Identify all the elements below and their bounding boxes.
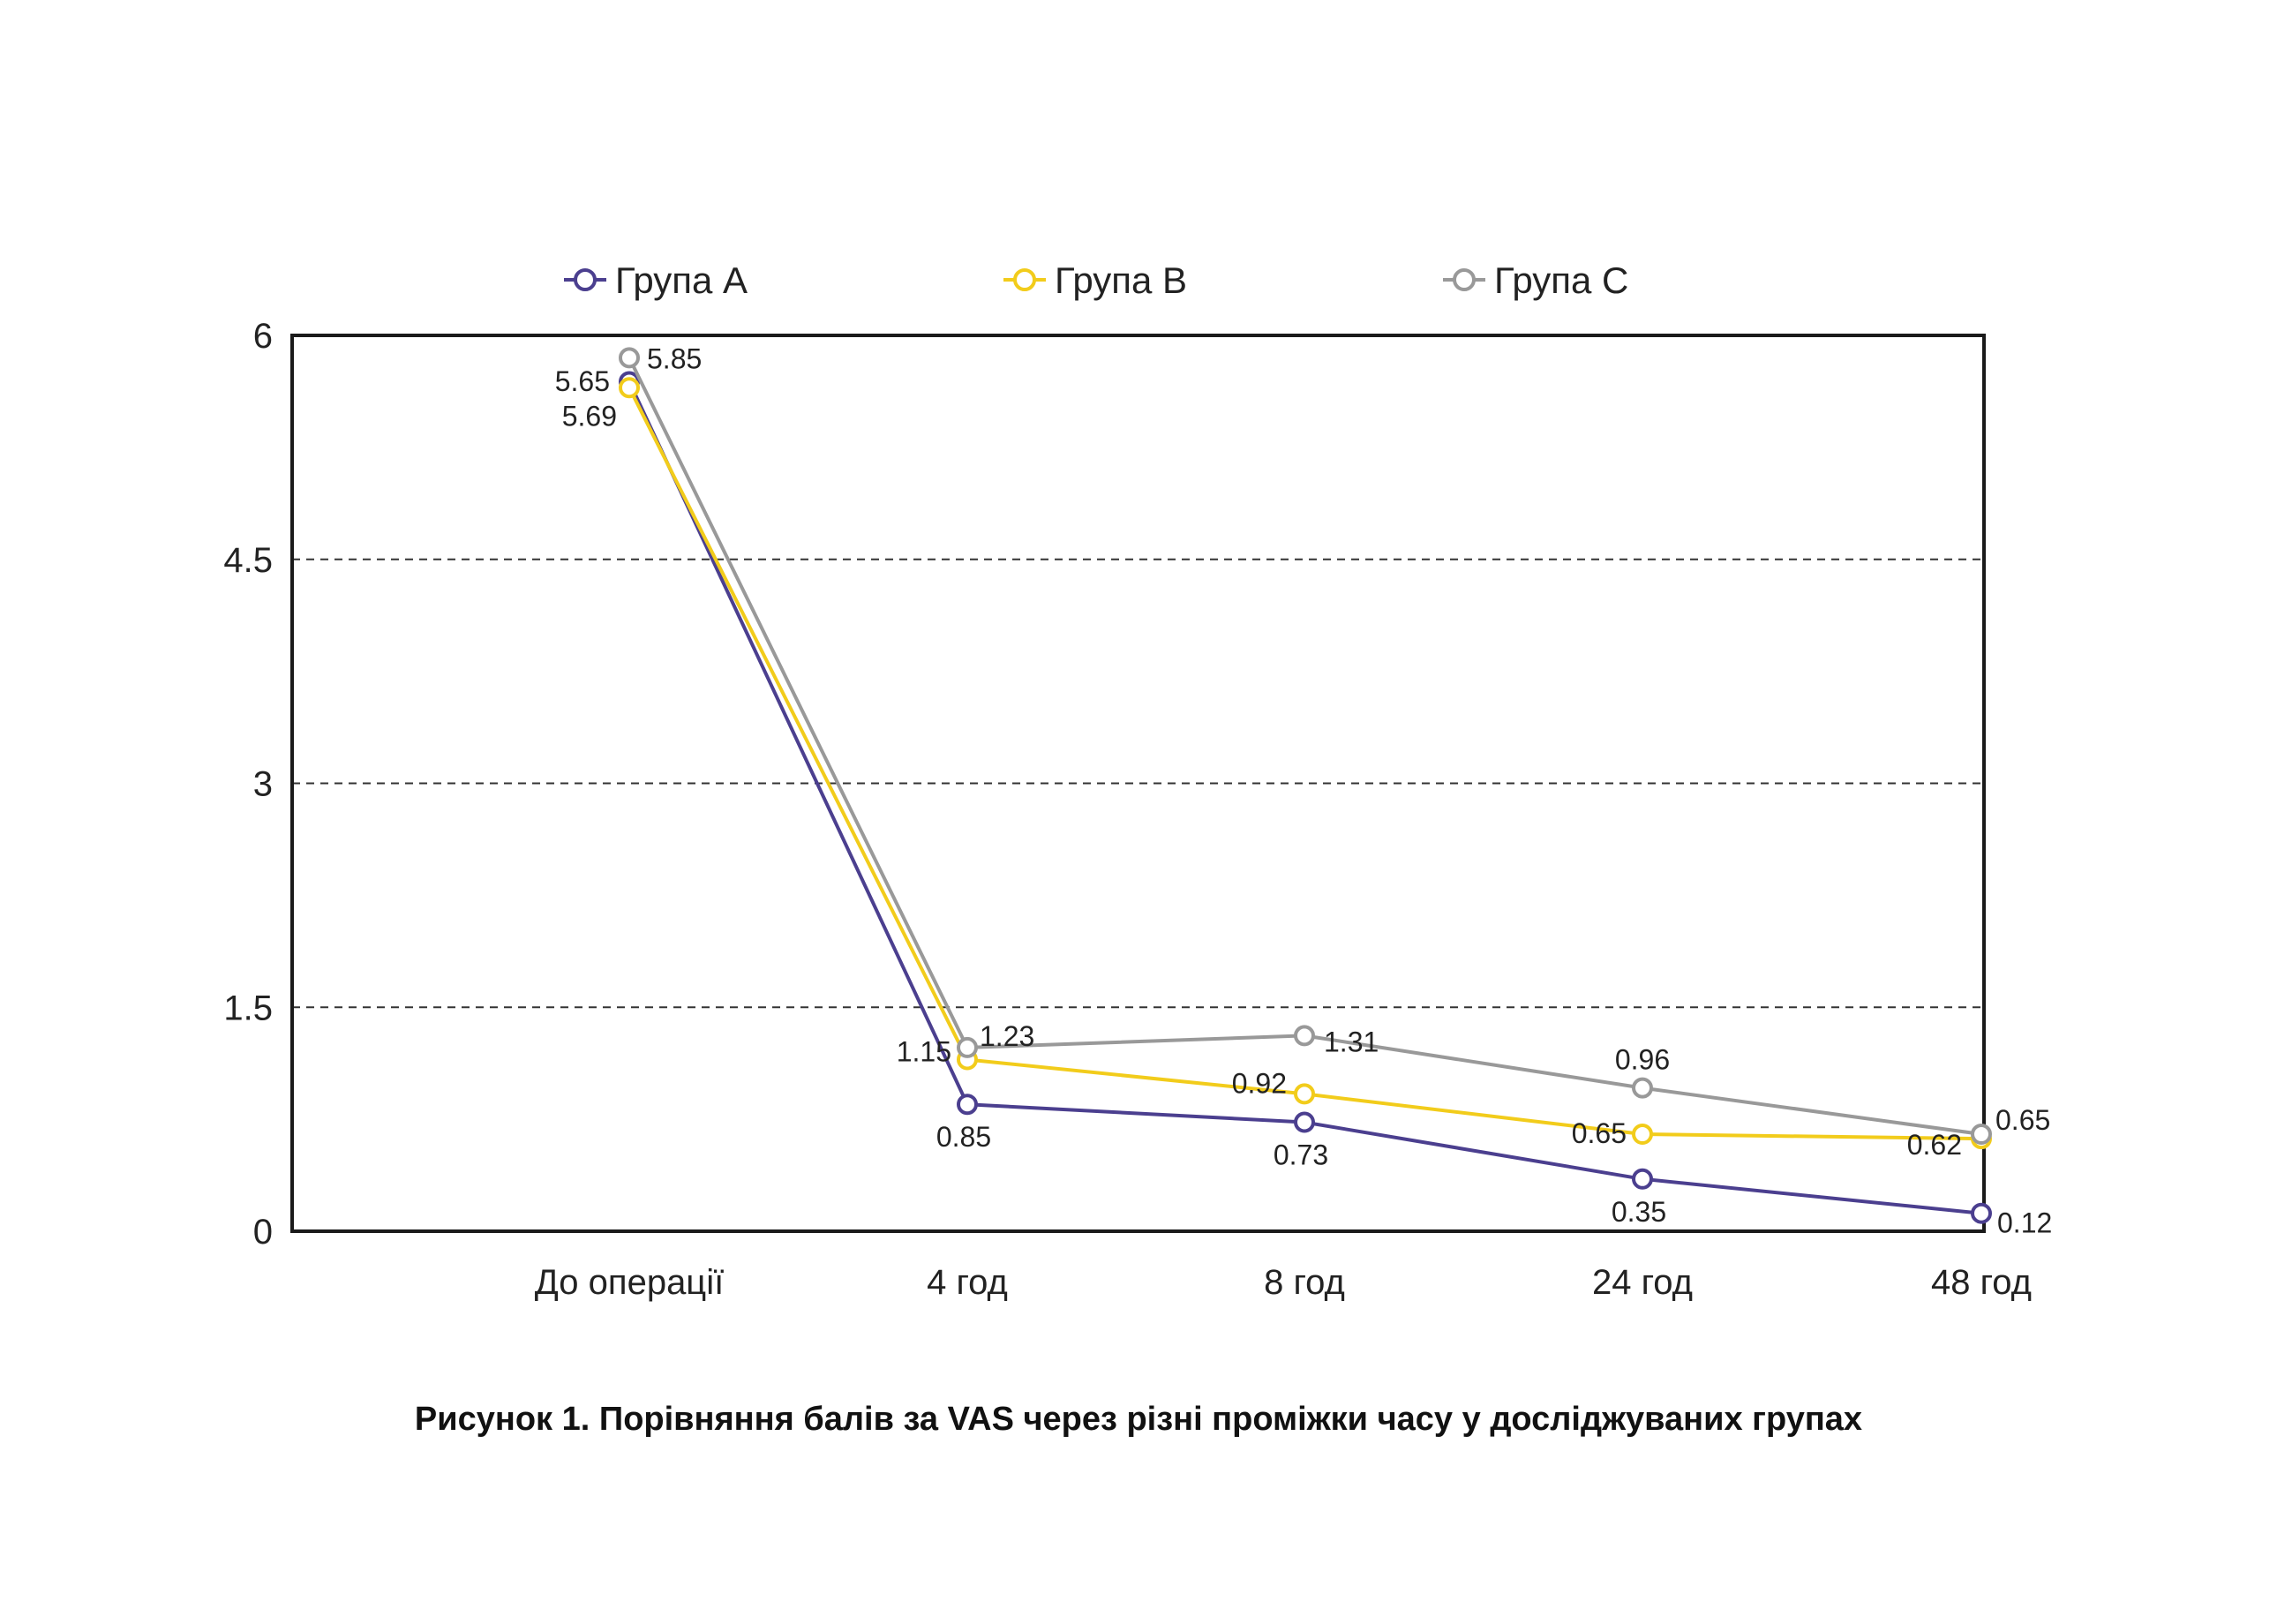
data-label: 0.92 xyxy=(1232,1067,1287,1099)
data-point xyxy=(957,1094,978,1116)
data-label: 0.65 xyxy=(1995,1104,2050,1136)
data-label: 5.85 xyxy=(647,342,702,374)
y-tick-label: 1.5 xyxy=(223,989,273,1027)
data-point xyxy=(1632,1124,1653,1146)
data-label: 0.35 xyxy=(1612,1196,1666,1228)
series-1 xyxy=(619,371,1992,1224)
data-label: 1.23 xyxy=(980,1020,1034,1052)
data-point xyxy=(1632,1077,1653,1099)
series-lines xyxy=(619,347,1992,1224)
data-label: 0.96 xyxy=(1615,1044,1670,1076)
legend-marker-swatch xyxy=(1013,268,1036,291)
series-3 xyxy=(619,347,1992,1146)
x-tick-label: 24 год xyxy=(1592,1263,1693,1302)
data-label: 5.65 xyxy=(555,365,610,397)
legend-marker-swatch xyxy=(1453,268,1476,291)
figure-caption: Рисунок 1. Порівняння балів за VAS через… xyxy=(415,1401,1862,1438)
x-tick-label: 8 год xyxy=(1264,1263,1345,1302)
data-label: 0.62 xyxy=(1907,1129,1962,1161)
legend-label: Група С xyxy=(1494,259,1628,301)
legend: Група А Група В Група С xyxy=(564,259,1628,301)
plot-area-frame xyxy=(290,334,1986,1233)
x-tick-label: 48 год xyxy=(1931,1263,2032,1302)
x-axis-ticks: До операції 4 год 8 год 24 год 48 год xyxy=(535,1263,2032,1302)
gridlines xyxy=(292,558,1984,1009)
data-point xyxy=(1971,1124,1992,1146)
y-tick-label: 3 xyxy=(253,765,273,804)
data-label: 1.15 xyxy=(897,1035,951,1067)
data-label: 5.69 xyxy=(562,400,617,432)
data-point xyxy=(1971,1202,1992,1224)
data-label: 0.85 xyxy=(936,1121,991,1153)
legend-item: Група С xyxy=(1443,259,1628,301)
legend-item: Група А xyxy=(564,259,748,301)
series-line xyxy=(627,357,1982,1137)
y-tick-label: 6 xyxy=(253,317,273,356)
legend-marker-swatch xyxy=(574,268,597,291)
legend-item: Група В xyxy=(1003,259,1187,301)
data-point xyxy=(619,347,640,369)
y-tick-label: 4.5 xyxy=(223,541,273,580)
data-label: 0.73 xyxy=(1274,1139,1328,1171)
y-tick-label: 0 xyxy=(253,1213,273,1252)
data-labels: 5.69 0.85 0.73 0.35 0.12 5.65 1.15 0.92 0.65 0.62… xyxy=(555,342,2053,1238)
data-point xyxy=(1294,1083,1315,1105)
data-point xyxy=(1294,1111,1315,1133)
data-point xyxy=(1632,1168,1653,1190)
data-point xyxy=(1294,1025,1315,1047)
legend-label: Група А xyxy=(615,259,748,301)
data-label: 1.31 xyxy=(1324,1026,1379,1057)
data-label: 0.12 xyxy=(1997,1207,2052,1239)
data-label: 0.65 xyxy=(1572,1117,1627,1149)
data-point xyxy=(619,377,640,399)
legend-label: Група В xyxy=(1055,259,1187,301)
x-tick-label: До операції xyxy=(535,1263,724,1302)
y-axis-ticks: 0 1.5 3 4.5 6 xyxy=(223,317,273,1252)
x-tick-label: 4 год xyxy=(927,1263,1008,1302)
data-point xyxy=(957,1036,978,1058)
